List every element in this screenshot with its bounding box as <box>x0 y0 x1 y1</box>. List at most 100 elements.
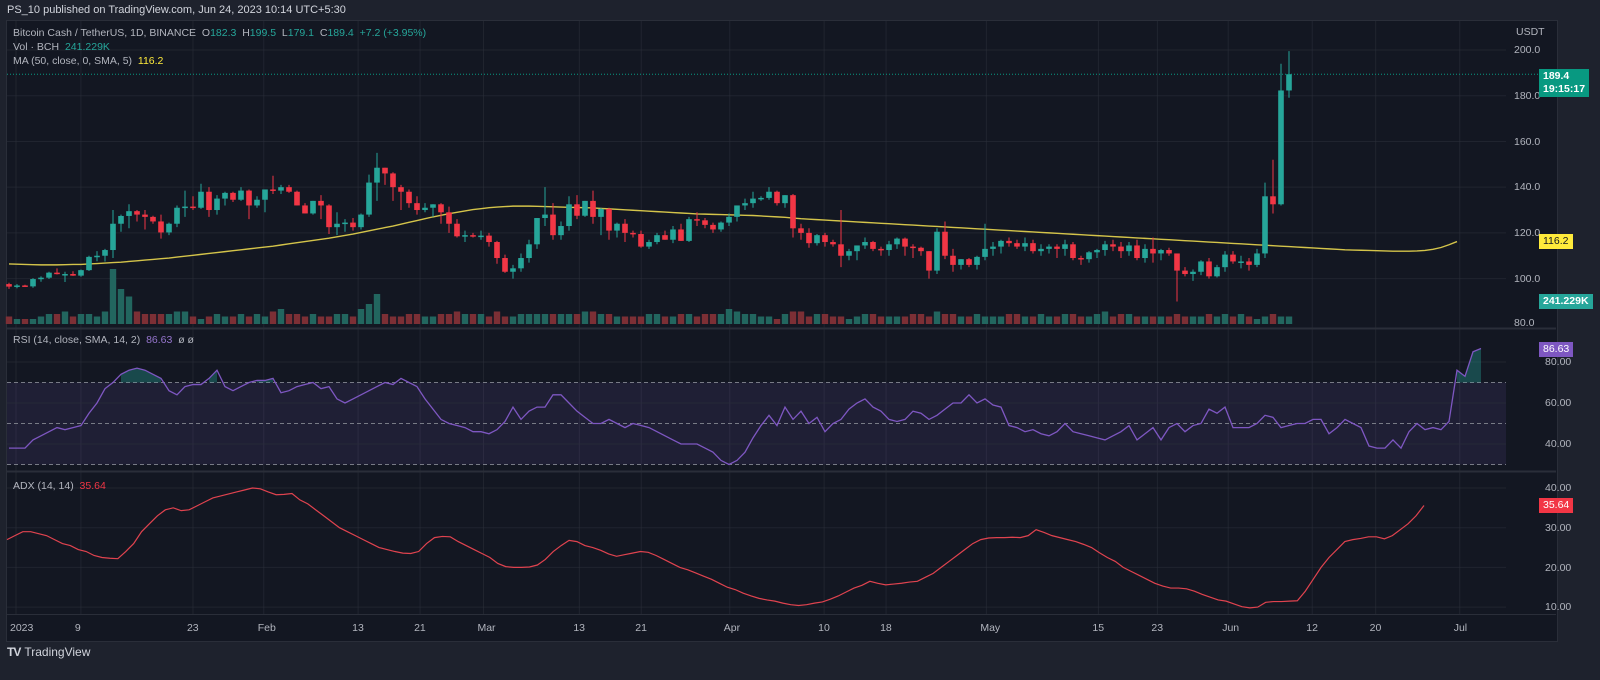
volume-bar <box>837 316 845 324</box>
adx-legend[interactable]: ADX (14, 14) 35.64 <box>13 480 106 492</box>
candle-body <box>254 199 260 206</box>
rsi-tick: 60.00 <box>1545 397 1572 409</box>
candle-body <box>1158 250 1164 254</box>
time-label: 12 <box>1306 622 1318 634</box>
symbol-legend[interactable]: Bitcoin Cash / TetherUS, 1D, BINANCE O18… <box>13 27 427 39</box>
volume-bar <box>589 311 597 324</box>
candle-body <box>374 167 380 183</box>
candle-body <box>862 242 868 246</box>
candle-body <box>574 204 580 216</box>
volume-bar <box>1109 316 1117 324</box>
volume-bar <box>701 314 709 324</box>
close-value: 189.4 <box>327 27 354 39</box>
volume-bar <box>1101 311 1109 324</box>
open-value: 182.3 <box>210 27 237 39</box>
rsi-tag: 86.63 <box>1539 342 1574 357</box>
candle-body <box>990 246 996 249</box>
volume-bar <box>133 311 141 324</box>
volume-bar <box>1221 314 1229 324</box>
volume-bar <box>1229 316 1237 324</box>
volume-legend[interactable]: Vol · BCH 241.229K <box>13 41 110 53</box>
rsi-legend[interactable]: RSI (14, close, SMA, 14, 2) 86.63 ø ø <box>13 334 194 346</box>
volume-bar <box>685 314 693 324</box>
volume-bar <box>461 314 469 324</box>
candle-body <box>70 274 76 276</box>
volume-bar <box>997 316 1005 324</box>
candle-body <box>462 235 468 237</box>
candle-body <box>302 205 308 214</box>
volume-bar <box>1285 316 1293 324</box>
candle-body <box>1166 250 1172 254</box>
adx-tag: 35.64 <box>1539 498 1574 513</box>
candle-body <box>1246 261 1252 265</box>
time-label: 21 <box>635 622 647 634</box>
candle-body <box>622 223 628 233</box>
volume-bar <box>1029 316 1037 324</box>
candle-body <box>966 259 972 265</box>
footer-brand[interactable]: TV TradingView <box>7 645 90 659</box>
volume-bar <box>253 314 261 324</box>
rsi-value: 86.63 <box>146 334 173 346</box>
volume-bar <box>1117 314 1125 324</box>
candle-body <box>230 192 236 200</box>
volume-bar <box>325 316 333 324</box>
time-label: 13 <box>352 622 364 634</box>
ma-legend[interactable]: MA (50, close, 0, SMA, 5) 116.2 <box>13 55 164 67</box>
volume-bar <box>1093 314 1101 324</box>
volume-bar <box>933 311 941 324</box>
adx-tick: 40.00 <box>1545 482 1572 494</box>
candle-body <box>238 190 244 200</box>
candle-body <box>614 223 620 231</box>
volume-bar <box>557 314 565 324</box>
ma-price-tag: 116.2 <box>1539 234 1573 249</box>
volume-bar <box>1037 314 1045 324</box>
rsi-tick: 40.00 <box>1545 438 1572 450</box>
candle-body <box>86 256 92 271</box>
volume-bar <box>77 314 85 324</box>
volume-bar <box>781 314 789 324</box>
volume-bar <box>93 316 101 324</box>
time-label: Feb <box>257 622 276 634</box>
candle-body <box>758 197 764 200</box>
ma-value: 116.2 <box>137 55 164 67</box>
volume-bar <box>877 316 885 324</box>
volume-bar <box>645 314 653 324</box>
volume-bar <box>413 314 421 324</box>
adx-tick: 30.00 <box>1545 522 1572 534</box>
volume-bar <box>885 316 893 324</box>
candle-body <box>1070 244 1076 259</box>
candle-body <box>1094 250 1100 253</box>
candle-body <box>1278 90 1284 205</box>
volume-bar <box>509 316 517 324</box>
volume-bar <box>285 314 293 324</box>
candle-body <box>118 215 124 224</box>
volume-bar <box>1061 314 1069 324</box>
volume-bar <box>1141 316 1149 324</box>
volume-bar <box>1181 316 1189 324</box>
volume-bar <box>501 316 509 324</box>
volume-bar <box>269 311 277 324</box>
last-price: 189.4 <box>1543 70 1570 82</box>
volume-bar <box>1077 316 1085 324</box>
candle-body <box>494 242 500 259</box>
volume-bar <box>653 314 661 324</box>
candle-body <box>726 216 732 223</box>
price-tick: 180.0 <box>1514 90 1541 102</box>
volume-bar <box>573 314 581 324</box>
volume-bar <box>901 316 909 324</box>
time-label: 9 <box>74 622 81 634</box>
candle-body <box>662 235 668 240</box>
candle-body <box>286 187 292 192</box>
candle-body <box>222 192 228 199</box>
candle-body <box>822 235 828 243</box>
candle-body <box>558 226 564 236</box>
price-tick: 120.0 <box>1514 227 1541 239</box>
change-value: +7.2 (+3.95%) <box>359 27 427 39</box>
volume-bar <box>237 314 245 324</box>
candle-body <box>734 205 740 217</box>
candle-body <box>270 189 276 191</box>
candle-body <box>926 251 932 271</box>
volume-bar <box>173 311 181 324</box>
candle-body <box>454 223 460 237</box>
